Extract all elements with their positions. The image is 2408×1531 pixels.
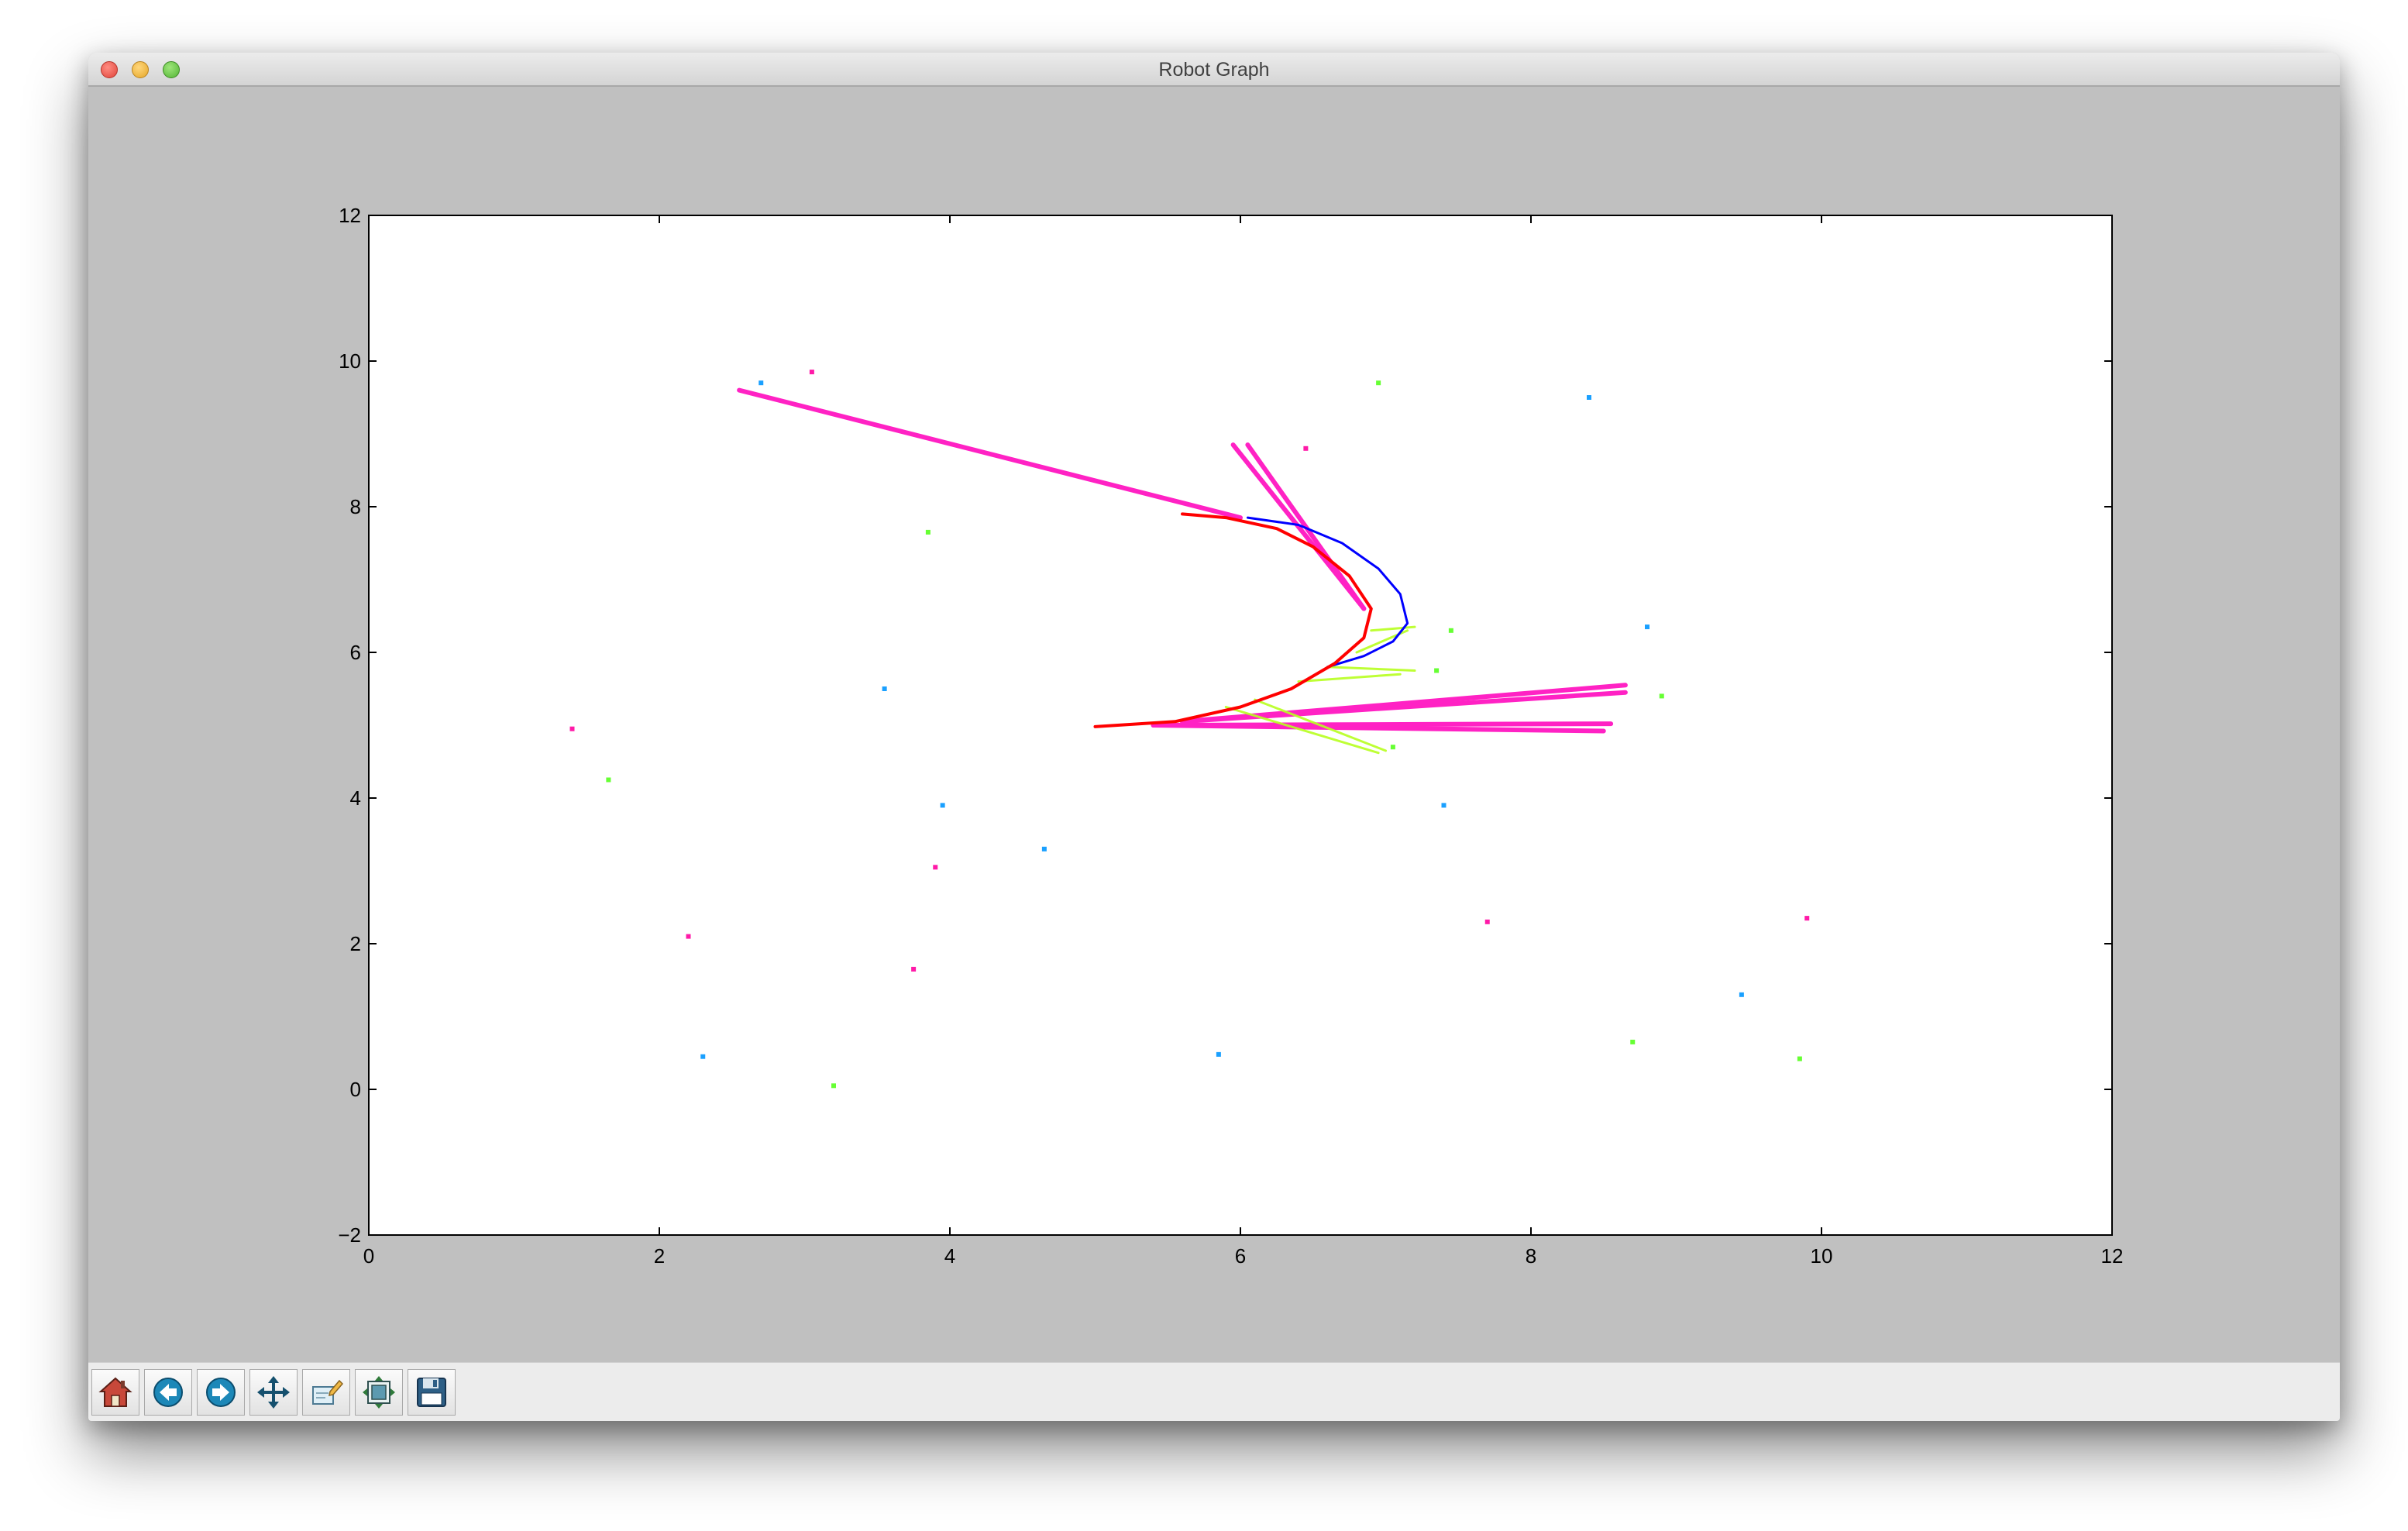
landmark-point-cyan: [1441, 803, 1447, 808]
landmark-point-magenta: [809, 370, 814, 375]
landmark-point-green: [1390, 745, 1395, 750]
landmark-point-cyan: [1041, 846, 1047, 852]
landmark-point-magenta: [1303, 446, 1309, 451]
landmark-point-green: [1659, 693, 1664, 699]
x-tick-label: 10: [1811, 1244, 1833, 1268]
y-tick-label: 8: [350, 495, 361, 518]
landmark-point-green: [1797, 1056, 1802, 1061]
landmark-point-green: [925, 529, 931, 535]
landmark-point-green: [606, 777, 611, 783]
landmark-point-cyan: [882, 686, 887, 691]
zoom-window-button[interactable]: [163, 61, 180, 78]
landmark-point-magenta: [1484, 919, 1490, 924]
x-tick-label: 8: [1526, 1244, 1536, 1268]
zoom-rect-icon: [312, 1379, 344, 1405]
app-window: Robot Graph 0 2 4 6 8 10 12 −2 0 2 4 6 8 10 12: [88, 53, 2340, 1421]
y-tick-label: −2: [338, 1223, 361, 1247]
move-cross-icon: [257, 1376, 290, 1409]
x-tick-label: 2: [654, 1244, 665, 1268]
close-window-button[interactable]: [101, 61, 118, 78]
back-arrow-icon: [153, 1378, 183, 1407]
landmark-point-cyan: [940, 803, 945, 808]
x-tick-label: 4: [944, 1244, 955, 1268]
landmark-point-green: [831, 1083, 836, 1089]
landmark-point-cyan: [1739, 992, 1744, 997]
forward-arrow-icon: [206, 1378, 236, 1407]
y-tick-label: 12: [339, 204, 361, 227]
landmark-point-green: [1434, 668, 1440, 673]
landmark-point-magenta: [911, 966, 917, 972]
landmark-point-green: [1630, 1039, 1636, 1044]
y-tick-label: 10: [339, 349, 361, 373]
pan-button[interactable]: [249, 1369, 298, 1416]
landmark-point-green: [1448, 628, 1453, 633]
navigation-toolbar: [88, 1362, 2340, 1421]
zoom-button[interactable]: [302, 1369, 350, 1416]
y-tick-label: 4: [350, 786, 361, 810]
landmark-point-magenta: [569, 726, 575, 731]
landmark-point-cyan: [1587, 395, 1591, 400]
measurement-ray-green: [1224, 706, 1380, 755]
forward-button[interactable]: [197, 1369, 245, 1416]
y-tick-label: 2: [350, 932, 361, 955]
save-button[interactable]: [408, 1369, 456, 1416]
y-tick-label: 0: [350, 1078, 361, 1101]
plot-canvas[interactable]: 0 2 4 6 8 10 12 −2 0 2 4 6 8 10 12: [88, 87, 2340, 1362]
measurement-ray-green: [1297, 673, 1402, 683]
measurement-ray-green: [1370, 625, 1416, 632]
measurement-ray-magenta: [737, 387, 1243, 521]
measurement-ray-green: [1326, 666, 1416, 672]
y-tick-label: 6: [350, 641, 361, 664]
back-button[interactable]: [144, 1369, 192, 1416]
floppy-save-icon: [417, 1378, 446, 1407]
x-tick-label: 6: [1235, 1244, 1246, 1268]
window-title: Robot Graph: [1158, 59, 1270, 81]
measurement-ray-green: [1254, 698, 1387, 752]
landmark-point-cyan: [759, 380, 764, 386]
trajectory-line-red: [1093, 512, 1373, 728]
home-icon: [98, 1377, 132, 1407]
landmark-markers: [569, 370, 1810, 1089]
landmark-point-cyan: [700, 1054, 706, 1059]
landmark-point-cyan: [1645, 624, 1649, 630]
landmark-point-magenta: [933, 865, 938, 870]
configure-subplots-icon: [363, 1376, 395, 1409]
x-tick-label: 12: [2101, 1244, 2124, 1268]
trajectory-line-blue: [1246, 516, 1409, 669]
landmark-point-magenta: [686, 934, 691, 939]
trajectory-curves: [1093, 512, 1409, 728]
x-tick-label: 0: [363, 1244, 374, 1268]
measurement-ray-magenta: [1151, 723, 1606, 734]
title-bar[interactable]: Robot Graph: [88, 53, 2340, 87]
plot-area: [368, 215, 2113, 1236]
minimize-window-button[interactable]: [132, 61, 149, 78]
subplots-button[interactable]: [355, 1369, 403, 1416]
measurement-rays: [737, 387, 1628, 755]
landmark-point-green: [1376, 380, 1381, 386]
landmark-point-magenta: [1804, 916, 1810, 921]
home-button[interactable]: [91, 1369, 139, 1416]
landmark-point-cyan: [1216, 1051, 1221, 1057]
